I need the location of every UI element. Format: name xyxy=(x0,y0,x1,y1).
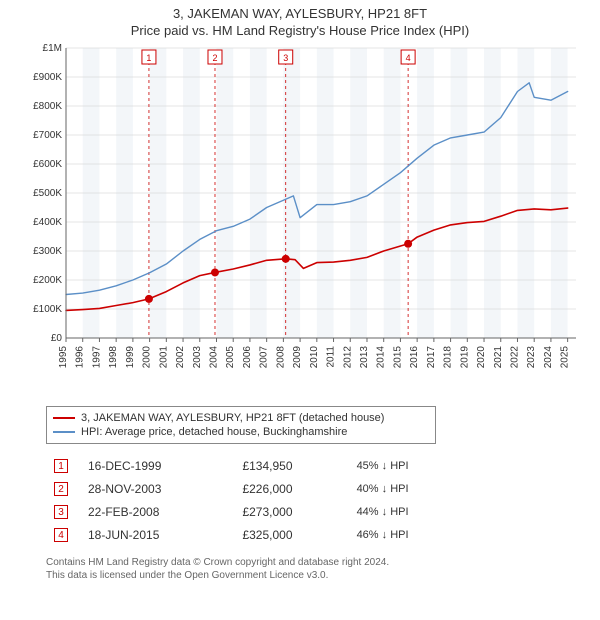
page-subtitle: Price paid vs. HM Land Registry's House … xyxy=(0,21,600,42)
svg-text:2008: 2008 xyxy=(275,346,286,369)
legend-label: 3, JAKEMAN WAY, AYLESBURY, HP21 8FT (det… xyxy=(81,412,384,424)
svg-text:3: 3 xyxy=(283,53,288,63)
svg-text:2020: 2020 xyxy=(476,346,487,369)
legend-item-hpi: HPI: Average price, detached house, Buck… xyxy=(53,425,429,439)
legend-swatch-icon xyxy=(53,431,75,433)
svg-text:2017: 2017 xyxy=(426,346,437,369)
sale-date: 18-JUN-2015 xyxy=(80,523,234,546)
svg-text:4: 4 xyxy=(406,53,411,63)
svg-text:2004: 2004 xyxy=(208,346,219,369)
svg-text:£500K: £500K xyxy=(33,188,62,199)
svg-text:2011: 2011 xyxy=(326,346,337,368)
svg-text:2019: 2019 xyxy=(459,346,470,369)
sale-price: £325,000 xyxy=(234,523,348,546)
svg-text:£100K: £100K xyxy=(33,304,62,315)
sale-marker-icon: 3 xyxy=(54,505,68,519)
sale-marker-icon: 4 xyxy=(54,528,68,542)
svg-text:£800K: £800K xyxy=(33,101,62,112)
sale-delta: 44% ↓ HPI xyxy=(349,500,466,523)
sale-price: £134,950 xyxy=(234,454,348,477)
legend-label: HPI: Average price, detached house, Buck… xyxy=(81,426,347,438)
svg-text:2003: 2003 xyxy=(192,346,203,369)
legend: 3, JAKEMAN WAY, AYLESBURY, HP21 8FT (det… xyxy=(46,406,436,444)
svg-text:2021: 2021 xyxy=(493,346,504,369)
svg-text:2000: 2000 xyxy=(142,346,153,369)
sale-price: £273,000 xyxy=(234,500,348,523)
sale-date: 22-FEB-2008 xyxy=(80,500,234,523)
svg-text:1999: 1999 xyxy=(125,346,136,369)
svg-text:2005: 2005 xyxy=(225,346,236,369)
svg-text:2010: 2010 xyxy=(309,346,320,369)
table-row: 3 22-FEB-2008£273,00044% ↓ HPI xyxy=(46,500,466,523)
svg-text:2024: 2024 xyxy=(543,346,554,369)
sale-marker-icon: 2 xyxy=(54,482,68,496)
footer-line: Contains HM Land Registry data © Crown c… xyxy=(46,556,600,569)
svg-text:2018: 2018 xyxy=(443,346,454,369)
sale-delta: 46% ↓ HPI xyxy=(349,523,466,546)
svg-text:£200K: £200K xyxy=(33,275,62,286)
svg-text:2: 2 xyxy=(212,53,217,63)
svg-text:2012: 2012 xyxy=(342,346,353,369)
svg-text:2016: 2016 xyxy=(409,346,420,369)
svg-text:2014: 2014 xyxy=(376,346,387,369)
sale-date: 16-DEC-1999 xyxy=(80,454,234,477)
svg-text:£400K: £400K xyxy=(33,217,62,228)
legend-item-property: 3, JAKEMAN WAY, AYLESBURY, HP21 8FT (det… xyxy=(53,411,429,425)
svg-text:2002: 2002 xyxy=(175,346,186,369)
svg-text:2015: 2015 xyxy=(392,346,403,369)
sale-marker-icon: 1 xyxy=(54,459,68,473)
svg-text:£300K: £300K xyxy=(33,246,62,257)
sale-price: £226,000 xyxy=(234,477,348,500)
footer-line: This data is licensed under the Open Gov… xyxy=(46,569,600,582)
table-row: 4 18-JUN-2015£325,00046% ↓ HPI xyxy=(46,523,466,546)
svg-text:2025: 2025 xyxy=(560,346,571,369)
page-title: 3, JAKEMAN WAY, AYLESBURY, HP21 8FT xyxy=(0,0,600,21)
table-row: 1 16-DEC-1999£134,95045% ↓ HPI xyxy=(46,454,466,477)
svg-text:2007: 2007 xyxy=(259,346,270,369)
svg-text:2006: 2006 xyxy=(242,346,253,369)
svg-text:1995: 1995 xyxy=(58,346,69,369)
svg-text:2001: 2001 xyxy=(158,346,169,369)
svg-text:£0: £0 xyxy=(51,333,63,344)
svg-text:1996: 1996 xyxy=(75,346,86,369)
svg-text:1998: 1998 xyxy=(108,346,119,369)
svg-text:1997: 1997 xyxy=(91,346,102,369)
svg-text:2009: 2009 xyxy=(292,346,303,369)
legend-swatch-icon xyxy=(53,417,75,419)
svg-text:£700K: £700K xyxy=(33,130,62,141)
price-chart: 1 2 3 4 £0 £100K £200K £300K £400K £500K £600K £700… xyxy=(20,42,580,402)
svg-text:£900K: £900K xyxy=(33,72,62,83)
svg-text:2022: 2022 xyxy=(509,346,520,369)
sale-delta: 40% ↓ HPI xyxy=(349,477,466,500)
sale-delta: 45% ↓ HPI xyxy=(349,454,466,477)
sales-table: 1 16-DEC-1999£134,95045% ↓ HPI 2 28-NOV-200… xyxy=(46,454,466,546)
footer-attribution: Contains HM Land Registry data © Crown c… xyxy=(46,556,600,582)
sale-date: 28-NOV-2003 xyxy=(80,477,234,500)
svg-text:1: 1 xyxy=(146,53,151,63)
table-row: 2 28-NOV-2003£226,00040% ↓ HPI xyxy=(46,477,466,500)
svg-text:£600K: £600K xyxy=(33,159,62,170)
svg-text:2013: 2013 xyxy=(359,346,370,369)
svg-text:£1M: £1M xyxy=(43,43,62,54)
svg-text:2023: 2023 xyxy=(526,346,537,369)
